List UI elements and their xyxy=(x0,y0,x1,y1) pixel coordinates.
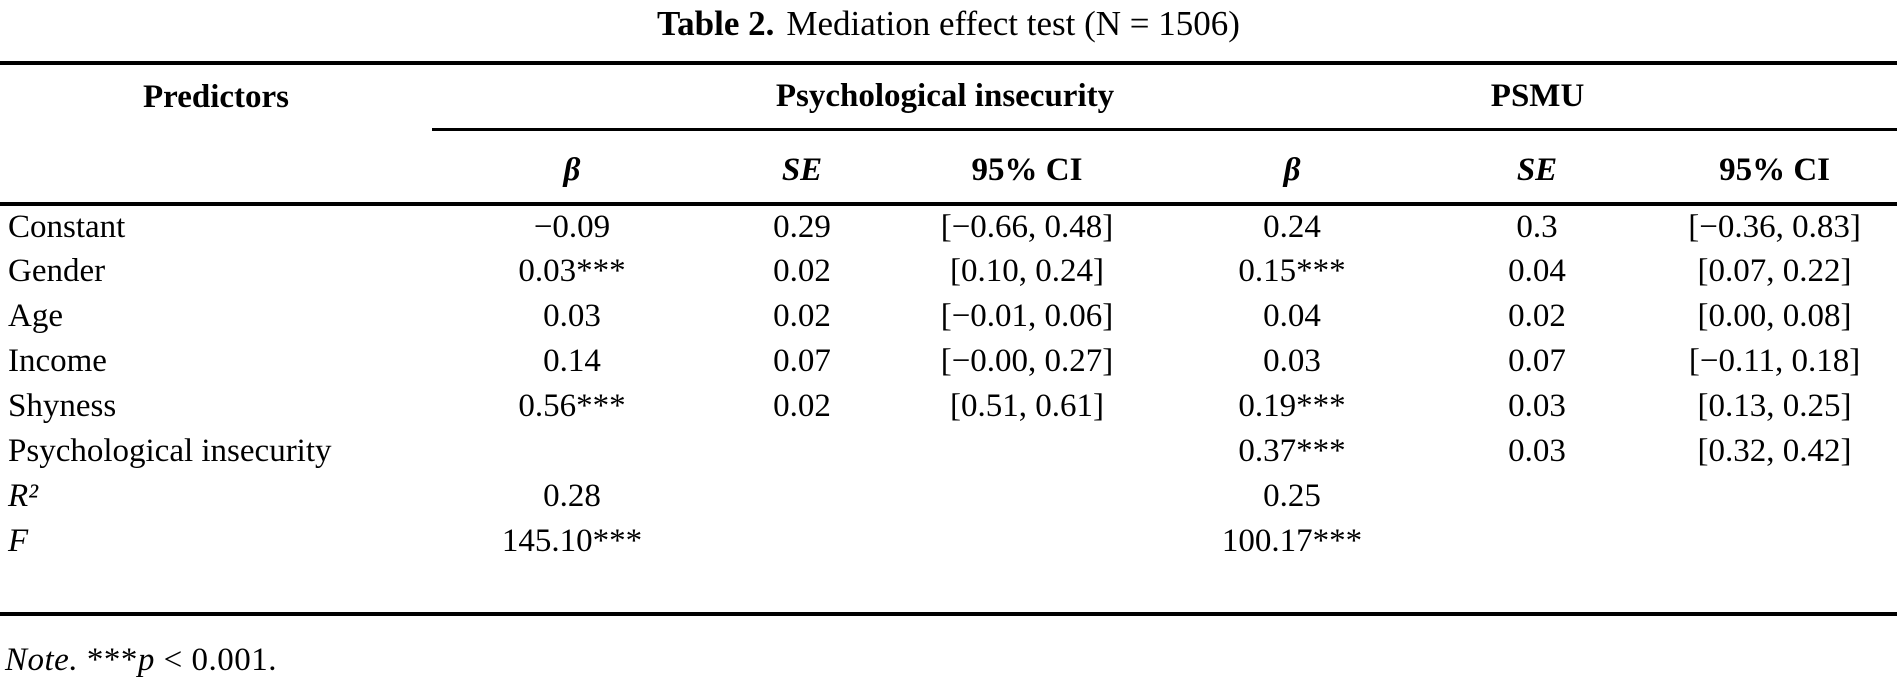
table-title-label: Table 2. xyxy=(657,3,775,43)
group-label-psychological-insecurity: Psychological insecurity xyxy=(775,77,1115,114)
table-cell: 0.03 xyxy=(543,298,601,334)
group-header-psmu: PSMU xyxy=(1162,65,1897,131)
col-header-se-2: SE xyxy=(1422,129,1653,206)
table-row: Income 0.14 0.07 [−0.00, 0.27] 0.03 0.07 [−0.1… xyxy=(0,339,1897,384)
mediation-effect-table: Predictors Psychological insecurity PSMU… xyxy=(0,65,1897,616)
table-cell: 0.02 xyxy=(773,253,831,289)
col-header-ci-2: 95% CI xyxy=(1652,129,1897,206)
table-cell: 0.03*** xyxy=(518,253,626,289)
table-cell xyxy=(892,429,1162,474)
table-cell: 0.29 xyxy=(773,209,831,245)
table-cell: −0.09 xyxy=(533,209,611,245)
table-cell: [0.13, 0.25] xyxy=(1697,388,1852,424)
table-note: Note. ***p < 0.001. xyxy=(0,616,1897,679)
col-header-se-1: SE xyxy=(712,129,892,206)
table-cell: 0.03 xyxy=(1508,388,1566,424)
table-row: F 145.10*** 100.17*** xyxy=(0,519,1897,564)
group-label-psmu: PSMU xyxy=(1490,77,1585,114)
table-cell: 0.24 xyxy=(1263,209,1321,245)
table-cell: [0.00, 0.08] xyxy=(1697,298,1852,334)
table-cell: 100.17*** xyxy=(1221,523,1363,559)
table-cell: 0.25 xyxy=(1263,478,1321,514)
table-cell: 0.14 xyxy=(543,343,601,379)
col-header-ci-1: 95% CI xyxy=(892,129,1163,206)
row-label: Gender xyxy=(8,253,106,289)
table-cell: [−0.36, 0.83] xyxy=(1688,209,1861,245)
table-cell: [0.07, 0.22] xyxy=(1697,253,1852,289)
table-cell: [−0.66, 0.48] xyxy=(940,209,1114,245)
table-row: Shyness 0.56*** 0.02 [0.51, 0.61] 0.19*** 0.0… xyxy=(0,384,1897,429)
table-cell: 0.19*** xyxy=(1238,388,1346,424)
table-cell: 0.07 xyxy=(773,343,831,379)
group-header-row: Predictors Psychological insecurity PSMU xyxy=(0,65,1897,131)
note-text: < 0.001. xyxy=(154,642,277,678)
table-row: Gender 0.03*** 0.02 [0.10, 0.24] 0.15*** 0.04… xyxy=(0,249,1897,294)
table-cell: 0.15*** xyxy=(1238,253,1346,289)
row-label: Constant xyxy=(8,209,126,245)
table-cell xyxy=(712,519,892,564)
table-cell: [−0.11, 0.18] xyxy=(1688,343,1861,379)
col-header-beta-1: β xyxy=(432,129,712,206)
col-header-beta-2: β xyxy=(1162,129,1423,206)
table-cell xyxy=(1422,474,1652,519)
row-label: Income xyxy=(8,343,107,379)
table-header: Predictors Psychological insecurity PSMU… xyxy=(0,65,1897,206)
table-cell: 0.03 xyxy=(1263,343,1321,379)
table-cell xyxy=(432,429,712,474)
table-row: Psychological insecurity 0.37*** 0.03 [0.32… xyxy=(0,429,1897,474)
table-cell: 0.02 xyxy=(1508,298,1566,334)
table-body: Constant −0.09 0.29 [−0.66, 0.48] 0.24 0.3 [−0… xyxy=(0,204,1897,564)
group-header-psychological-insecurity: Psychological insecurity xyxy=(432,65,1163,131)
table-title-text: Mediation effect test (N = 1506) xyxy=(786,3,1240,43)
table-cell: [0.10, 0.24] xyxy=(950,253,1104,289)
bottom-rule-row xyxy=(0,564,1897,616)
row-label: F xyxy=(8,523,29,559)
table-cell xyxy=(1652,474,1897,519)
table-cell xyxy=(892,474,1162,519)
row-label: Shyness xyxy=(8,388,117,424)
stub-empty-cell xyxy=(0,129,432,206)
note-text: *** xyxy=(78,642,138,678)
table-cell: [0.51, 0.61] xyxy=(950,388,1104,424)
note-text: p xyxy=(137,642,155,678)
table-cell: 0.07 xyxy=(1508,343,1566,379)
table-row: Age 0.03 0.02 [−0.01, 0.06] 0.04 0.02 [0.00, 0… xyxy=(0,294,1897,339)
table-cell: 0.56*** xyxy=(518,388,626,424)
row-label: R² xyxy=(8,478,39,514)
table-cell: 0.28 xyxy=(543,478,601,514)
table-cell: [−0.00, 0.27] xyxy=(940,343,1114,379)
table-cell: 0.37*** xyxy=(1238,433,1346,469)
predictors-header: Predictors xyxy=(142,78,289,115)
table-cell: [−0.01, 0.06] xyxy=(940,298,1114,334)
bottom-rule xyxy=(0,564,1897,616)
table-cell xyxy=(1422,519,1652,564)
table-row: Constant −0.09 0.29 [−0.66, 0.48] 0.24 0.3 [−0… xyxy=(0,204,1897,249)
table-cell xyxy=(1652,519,1897,564)
table-cell: 0.04 xyxy=(1508,253,1566,289)
table-cell: [0.32, 0.42] xyxy=(1697,433,1852,469)
table-cell xyxy=(712,429,892,474)
table-cell xyxy=(892,519,1162,564)
row-label: Age xyxy=(8,298,63,334)
column-header-row: β SE 95% CI β SE 95% CI xyxy=(0,129,1897,206)
table-cell: 145.10*** xyxy=(501,523,643,559)
table-cell: 0.3 xyxy=(1516,209,1558,245)
table-title: Table 2. Mediation effect test (N = 1506… xyxy=(0,0,1897,65)
table-cell xyxy=(712,474,892,519)
note-text: Note. xyxy=(5,642,79,678)
table-cell: 0.02 xyxy=(773,388,831,424)
table-cell: 0.02 xyxy=(773,298,831,334)
table-cell: 0.04 xyxy=(1263,298,1321,334)
table-row: R² 0.28 0.25 xyxy=(0,474,1897,519)
row-label: Psychological insecurity xyxy=(8,433,332,469)
table-cell: 0.03 xyxy=(1508,433,1566,469)
